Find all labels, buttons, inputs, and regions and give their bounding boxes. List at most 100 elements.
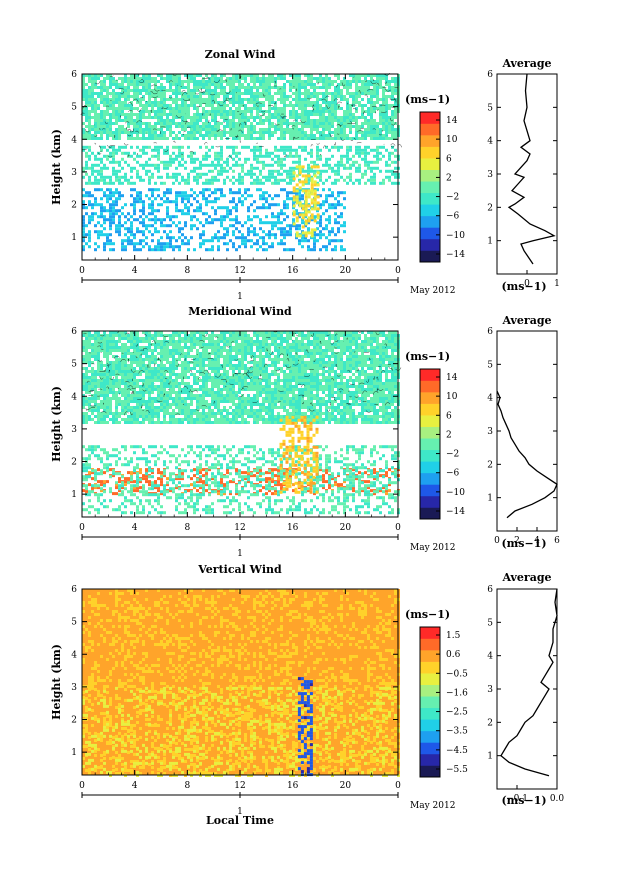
heatmap-cell — [172, 89, 175, 92]
heatmap-cell — [232, 245, 235, 249]
heatmap-cell — [289, 224, 292, 228]
heatmap-cell — [325, 200, 328, 204]
heatmap-cell — [205, 74, 208, 77]
heatmap-cell — [313, 101, 316, 104]
heatmap-cell — [166, 355, 169, 358]
heatmap-cell — [109, 128, 112, 131]
heatmap-cell — [352, 160, 355, 164]
heatmap-cell — [301, 98, 304, 101]
contour-line — [350, 120, 357, 125]
heatmap-cell — [202, 334, 205, 337]
heatmap-cell — [346, 83, 349, 86]
heatmap-cell — [91, 92, 94, 95]
heatmap-cell — [130, 194, 133, 198]
heatmap-cell — [346, 160, 349, 164]
heatmap-cell — [343, 86, 346, 89]
heatmap-cell — [130, 394, 133, 397]
heatmap-cell — [175, 349, 178, 352]
heatmap-cell — [112, 151, 115, 155]
heatmap-cell — [106, 391, 109, 394]
heatmap-cell — [343, 113, 346, 116]
heatmap-cell — [319, 236, 322, 240]
heatmap-cell — [184, 331, 187, 334]
heatmap-cell — [112, 137, 115, 140]
heatmap-cell — [208, 379, 211, 382]
heatmap-cell — [94, 397, 97, 400]
heatmap-cell — [154, 406, 157, 409]
heatmap-cell — [85, 104, 88, 107]
heatmap-cell — [202, 358, 205, 361]
heatmap-cell — [208, 412, 211, 415]
heatmap-cell — [202, 409, 205, 412]
heatmap-cell — [169, 163, 172, 167]
heatmap-cell — [187, 206, 190, 210]
heatmap-cell — [319, 125, 322, 128]
heatmap-cell — [169, 406, 172, 409]
heatmap-cell — [115, 355, 118, 358]
heatmap-cell — [169, 412, 172, 415]
heatmap-cell — [157, 242, 160, 246]
heatmap-cell — [292, 86, 295, 89]
heatmap-cell — [211, 200, 214, 204]
heatmap-cell — [295, 151, 298, 155]
heatmap-cell — [310, 192, 314, 196]
heatmap-cell — [145, 379, 148, 382]
heatmap-cell — [361, 134, 364, 137]
heatmap-cell — [88, 331, 91, 334]
heatmap-cell — [319, 224, 322, 228]
heatmap-cell — [148, 110, 151, 113]
heatmap-cell — [109, 175, 112, 179]
heatmap-cell — [97, 412, 100, 415]
heatmap-cell — [166, 412, 169, 415]
heatmap-cell — [103, 349, 106, 352]
heatmap-cell — [133, 406, 136, 409]
average-y-tick-label: 4 — [487, 137, 493, 147]
heatmap-cell — [118, 215, 121, 219]
heatmap-cell — [145, 376, 148, 379]
heatmap-cell — [235, 128, 238, 131]
heatmap-cell — [292, 224, 295, 228]
heatmap-cell — [124, 101, 127, 104]
heatmap-cell — [328, 230, 331, 234]
heatmap-cell — [133, 376, 136, 379]
heatmap-cell — [355, 151, 358, 155]
heatmap-cell — [103, 154, 106, 158]
heatmap-cell — [343, 119, 346, 122]
heatmap-cell — [181, 83, 184, 86]
heatmap-cell — [367, 107, 370, 110]
heatmap-cell — [250, 175, 253, 179]
colorbar-swatch — [420, 250, 440, 263]
heatmap-cell — [136, 382, 139, 385]
heatmap-cell — [145, 406, 148, 409]
heatmap-cell — [109, 98, 112, 101]
heatmap-cell — [160, 197, 163, 201]
heatmap-cell — [382, 107, 385, 110]
heatmap-cell — [124, 175, 127, 179]
heatmap-cell — [175, 95, 178, 98]
heatmap-cell — [94, 355, 97, 358]
heatmap-cell — [133, 86, 136, 89]
heatmap-cell — [130, 89, 133, 92]
heatmap-cell — [121, 157, 124, 161]
heatmap-cell — [196, 340, 199, 343]
heatmap-cell — [97, 77, 100, 80]
heatmap-cell — [304, 236, 307, 240]
heatmap-cell — [121, 206, 124, 210]
heatmap-cell — [193, 86, 196, 89]
heatmap-cell — [91, 89, 94, 92]
heatmap-cell — [106, 236, 109, 240]
heatmap-cell — [232, 233, 235, 237]
heatmap-cell — [232, 230, 235, 234]
heatmap-cell — [298, 95, 301, 98]
heatmap-cell — [136, 352, 139, 355]
heatmap-cell — [268, 151, 271, 155]
heatmap-cell — [310, 83, 313, 86]
heatmap-cell — [106, 101, 109, 104]
heatmap-cell — [256, 206, 259, 210]
heatmap-cell — [142, 361, 145, 364]
heatmap-cell — [112, 166, 115, 170]
heatmap-cell — [319, 77, 322, 80]
heatmap-cell — [358, 104, 361, 107]
heatmap-cell — [133, 385, 136, 388]
heatmap-cell — [292, 189, 296, 193]
